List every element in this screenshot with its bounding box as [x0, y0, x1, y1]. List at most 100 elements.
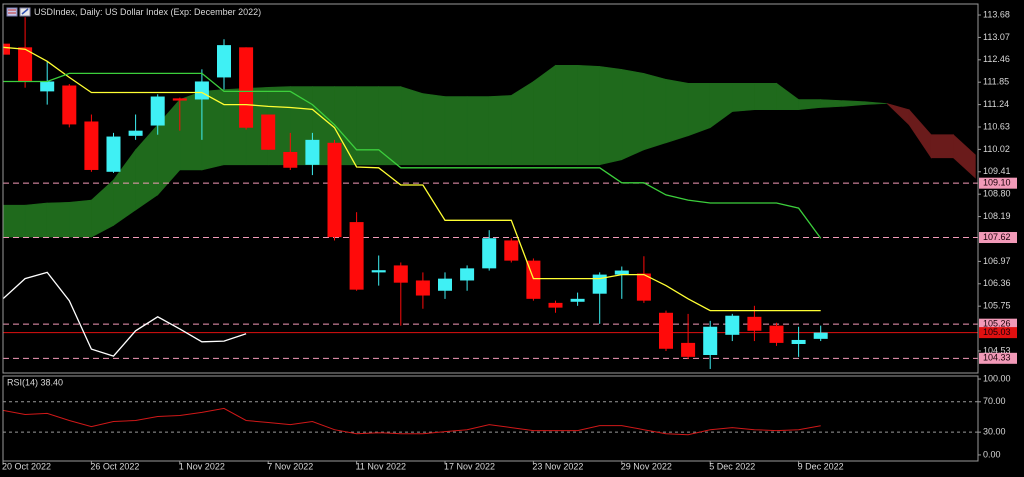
chart-title: USDIndex, Daily: US Dollar Index (Exp: D…: [34, 7, 261, 17]
candle-body: [62, 85, 77, 125]
candle-body: [592, 274, 607, 294]
candle-body: [570, 298, 585, 302]
y-tick-label: 100.00: [983, 373, 1011, 383]
candle-body: [305, 139, 320, 165]
candle-body: [106, 136, 121, 172]
x-tick-label: 26 Oct 2022: [90, 461, 139, 471]
cloud-segment: [577, 64, 601, 166]
candle-body: [217, 45, 231, 78]
cloud-segment: [466, 96, 490, 166]
candle-body: [703, 326, 718, 356]
y-tick-label: 104.53: [983, 345, 1011, 355]
price-tag-label: 105.03: [983, 327, 1011, 337]
candle-body: [18, 47, 33, 82]
indicator-line: [3, 46, 821, 312]
rsi-title: RSI(14) 38.40: [7, 377, 63, 387]
x-tick-label: 23 Nov 2022: [532, 461, 583, 471]
cloud-segment: [731, 83, 755, 112]
x-tick-label: 9 Dec 2022: [798, 461, 844, 471]
candle-body: [371, 270, 386, 273]
candle-body: [172, 98, 187, 101]
price-tag: [979, 352, 1017, 364]
candle-body: [239, 47, 254, 128]
y-tick-label: 0.00: [983, 449, 1001, 459]
cloud-segment: [201, 89, 225, 171]
candle-body: [482, 238, 497, 269]
cloud-segment: [952, 134, 976, 179]
cloud-segment: [930, 134, 954, 159]
candle-body: [393, 265, 408, 283]
cloud-segment: [510, 80, 534, 166]
cloud-segment: [356, 86, 380, 166]
candle-body: [194, 81, 209, 100]
price-tag-label: 107.62: [983, 232, 1011, 242]
candle-body: [460, 268, 475, 281]
y-tick-label: 110.63: [983, 121, 1010, 131]
cloud-segment: [555, 65, 578, 166]
cloud-segment: [687, 83, 711, 137]
rsi-frame: [2, 375, 979, 462]
cloud-segment: [599, 66, 623, 166]
cloud-segment: [533, 64, 556, 166]
symbol-icons: [6, 7, 31, 17]
x-tick-label: 17 Nov 2022: [444, 461, 495, 471]
y-tick-label: 106.36: [983, 278, 1011, 288]
candle-body: [84, 121, 99, 170]
candle-body: [438, 278, 452, 291]
cloud-segment: [864, 101, 888, 105]
candle-body: [261, 114, 276, 150]
cloud-segment: [69, 199, 92, 238]
candle-body: [504, 240, 519, 261]
candle-body: [415, 280, 430, 296]
candle-body: [283, 151, 298, 168]
cloud-segment: [643, 73, 667, 151]
y-tick-label: 108.80: [983, 189, 1011, 199]
y-tick-label: 112.46: [983, 54, 1010, 64]
indicator-line: [3, 271, 247, 357]
y-tick-label: 105.75: [983, 301, 1011, 311]
layers: 113.68 113.07 112.46 111.85 111.24 110.63 110.…: [2, 9, 1017, 471]
cloud-segment: [488, 95, 512, 166]
icon: [6, 7, 18, 17]
cloud-segment: [754, 83, 777, 110]
rsi-line: [3, 407, 821, 436]
y-tick-label: 111.85: [983, 77, 1009, 87]
candle-body: [128, 130, 143, 136]
x-tick-label: 7 Nov 2022: [267, 461, 313, 471]
candle-body: [769, 325, 784, 343]
candle-body: [747, 316, 762, 331]
main-frame: [2, 3, 979, 374]
x-tick-label: 29 Nov 2022: [621, 461, 672, 471]
candle-body: [636, 273, 651, 301]
y-tick-label: 70.00: [983, 396, 1006, 406]
price-tag: [979, 177, 1017, 189]
cloud-segment: [24, 202, 48, 238]
y-tick-label: 110.02: [983, 144, 1010, 154]
icon: [21, 8, 29, 15]
price-tag-label: 105.26: [983, 319, 1011, 329]
cloud-segment: [820, 99, 844, 108]
candle-body: [349, 222, 364, 290]
price-tag: [979, 232, 1017, 244]
cloud-segment: [400, 86, 424, 166]
cloud-segment: [3, 204, 26, 238]
price-tag: [979, 327, 1017, 339]
y-tick-label: 109.41: [983, 166, 1011, 176]
rsi-layer: [3, 401, 978, 436]
y-tick-label: 111.24: [983, 99, 1009, 109]
candle-body: [725, 315, 740, 335]
cloud-segment: [621, 69, 645, 161]
candle-body: [40, 81, 55, 92]
y-tick-label: 113.68: [983, 9, 1010, 19]
candle-body: [813, 332, 828, 339]
cloud-segment: [422, 93, 446, 166]
line-layer: [3, 46, 822, 357]
y-tick-label: 30.00: [983, 427, 1006, 437]
price-tag: [979, 318, 1017, 330]
y-tick-label: 106.97: [983, 256, 1011, 266]
axes-layer: 113.68 113.07 112.46 111.85 111.24 110.63 110.…: [2, 9, 1017, 471]
candle-body: [327, 142, 342, 238]
candle-body: [150, 96, 165, 126]
